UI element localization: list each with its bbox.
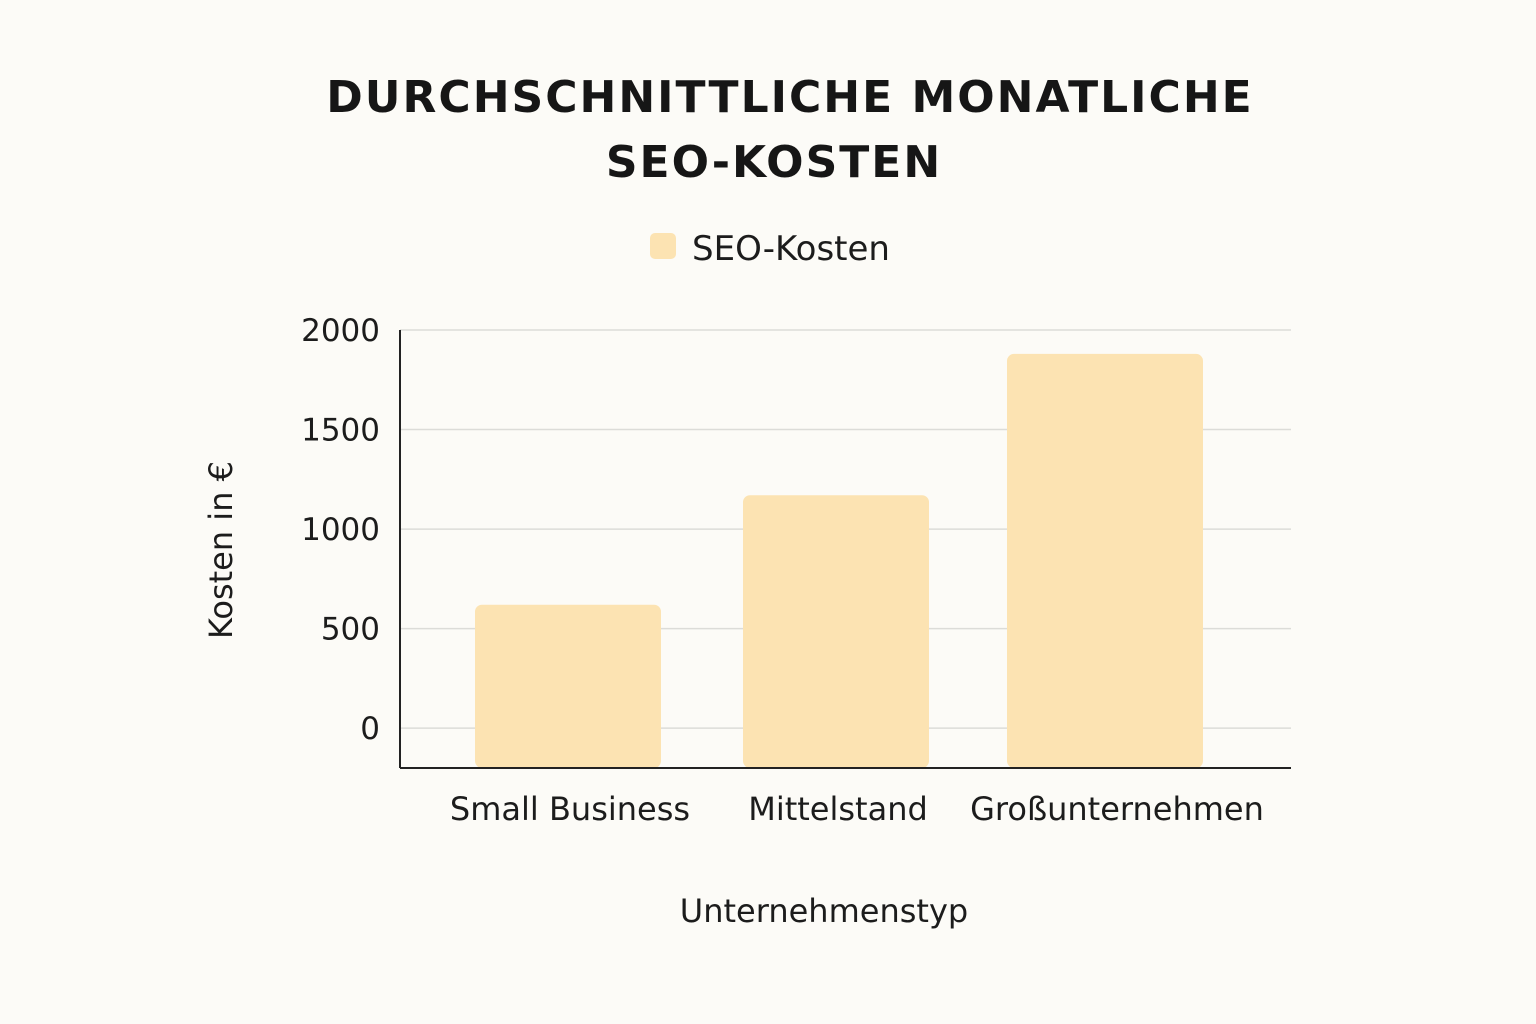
chart-title-line-2: SEO-KOSTEN <box>606 137 942 188</box>
x-axis-title: Unternehmenstyp <box>680 892 968 930</box>
bars <box>475 353 1203 768</box>
y-tick-label: 2000 <box>301 313 380 349</box>
y-tick-label: 500 <box>321 612 380 648</box>
y-tick-label: 1500 <box>301 413 380 449</box>
bar-0 <box>475 604 661 768</box>
y-tick-label: 0 <box>360 711 380 747</box>
y-axis-ticks: 0 500 1000 1500 2000 <box>301 313 380 747</box>
bar-1 <box>743 495 929 768</box>
legend-label: SEO-Kosten <box>692 229 890 269</box>
x-category-label: Small Business <box>450 790 690 828</box>
y-axis-title: Kosten in € <box>202 461 240 639</box>
x-axis-categories: Small Business Mittelstand Großunternehmen <box>450 790 1264 828</box>
x-category-label: Mittelstand <box>748 790 928 828</box>
legend-swatch <box>650 233 676 259</box>
chart-title-line-1: DURCHSCHNITTLICHE MONATLICHE <box>326 72 1253 123</box>
bar-2 <box>1007 353 1203 768</box>
x-category-label: Großunternehmen <box>970 790 1264 828</box>
y-tick-label: 1000 <box>301 512 380 548</box>
